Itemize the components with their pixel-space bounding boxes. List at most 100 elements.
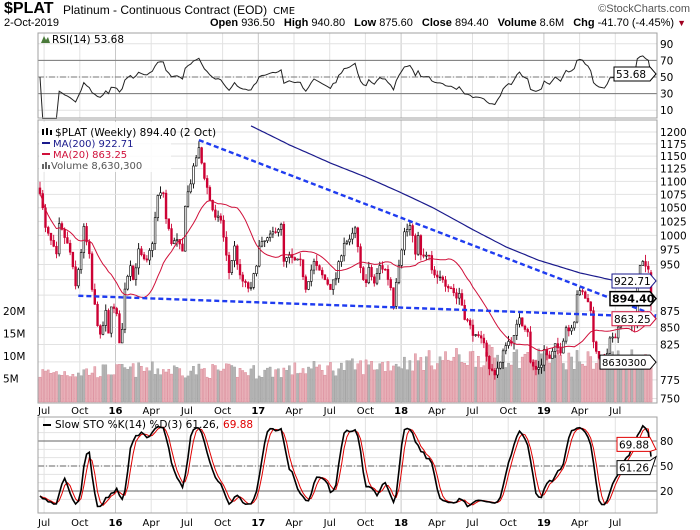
candle-body	[159, 192, 162, 196]
volume-bar	[359, 360, 362, 403]
candle-body	[126, 275, 129, 290]
volume-bar	[367, 364, 371, 403]
candle-body	[392, 287, 395, 307]
volume-bar	[172, 365, 176, 403]
candle-body	[570, 327, 573, 332]
candle-body	[47, 227, 50, 234]
volume-bar	[474, 366, 477, 403]
candle-body	[348, 238, 351, 243]
candle-body	[299, 258, 302, 261]
volume-bar	[392, 365, 395, 403]
candle-body	[216, 215, 220, 218]
candle-body	[227, 254, 231, 273]
volume-bar	[331, 370, 335, 403]
candle-body	[521, 317, 524, 327]
sto-tick-label: 80	[660, 436, 673, 448]
candle-body	[107, 310, 110, 334]
volume-bars-icon	[42, 162, 50, 169]
volume-bar	[353, 369, 357, 403]
volume-bar	[630, 349, 634, 403]
candle-body	[359, 246, 362, 269]
volume-bar	[52, 372, 55, 403]
ma20-line	[39, 193, 652, 352]
candle-body	[282, 223, 286, 262]
volume-bar	[156, 368, 160, 403]
volume-bar	[68, 376, 72, 403]
volume-bar	[455, 348, 458, 403]
candle-body	[362, 267, 365, 280]
price-legend: $PLAT (Weekly) 894.40 (2 Oct) MA(200) 92…	[39, 122, 216, 172]
candle-body	[194, 157, 198, 167]
volume-tag-text: 8630300	[602, 358, 647, 369]
candle-body	[173, 240, 176, 244]
x-tick-label: 18	[394, 518, 408, 529]
volume-bar	[564, 369, 568, 403]
candle-body	[184, 205, 187, 252]
candle-body	[233, 245, 236, 261]
volume-tick-label: 20M	[3, 306, 25, 318]
volume-bar	[482, 365, 486, 403]
candle-body	[134, 267, 138, 280]
volume-bar	[556, 350, 560, 403]
candle-body	[55, 245, 58, 255]
candle-body	[471, 324, 475, 336]
volume-bar	[545, 353, 549, 403]
volume-bar	[490, 347, 494, 403]
volume-bars	[38, 344, 653, 403]
sto-k-line	[39, 424, 652, 508]
candle-body	[447, 286, 450, 289]
volume-bar	[96, 377, 99, 403]
volume-bar	[416, 360, 420, 403]
candle-body	[153, 217, 157, 245]
candle-body	[499, 361, 502, 369]
volume-bar	[364, 359, 368, 403]
volume-bar	[296, 373, 299, 403]
candle-body	[236, 245, 239, 265]
volume-bar	[512, 351, 516, 403]
volume-bar	[400, 368, 403, 403]
candle-body	[77, 269, 80, 287]
high-label: High	[283, 17, 309, 29]
candle-body	[460, 293, 464, 306]
candle-body	[123, 288, 127, 330]
down-triangle-icon: ▼	[677, 18, 686, 28]
candle-body	[99, 325, 102, 335]
rsi-tag-text: 53.68	[616, 69, 646, 81]
candle-body	[49, 232, 53, 241]
volume-bar	[288, 365, 291, 403]
candle-body	[436, 274, 439, 278]
volume-bar	[285, 370, 288, 403]
x-tick-label: Oct	[214, 518, 231, 529]
sto-legend-text: Slow STO %K(14) %D(3) 61.26, 69.88	[55, 419, 253, 431]
candle-body	[466, 319, 469, 321]
candle-body	[310, 269, 313, 282]
volume-bar	[592, 368, 595, 403]
copyright-link[interactable]: ©StockCharts.com	[598, 3, 690, 15]
candle-body	[496, 367, 499, 376]
candle-body	[512, 335, 516, 344]
x-tick-label: Oct	[500, 518, 517, 529]
value-tags: 53.68 922.71 894.40 863.25 8630300 69.88…	[599, 66, 657, 476]
volume-bar	[244, 372, 247, 403]
candle-body	[403, 231, 406, 251]
candle-body	[197, 147, 201, 159]
price-tick-label: 1075	[660, 189, 687, 201]
sto-legend: Slow STO %K(14) %D(3) 61.26, 69.88	[43, 419, 253, 431]
candle-body	[545, 349, 549, 356]
volume-legend: Volume 8,630,300	[51, 161, 142, 172]
candle-body	[479, 335, 483, 339]
candle-body	[219, 215, 223, 221]
volume-bar	[586, 351, 590, 403]
price-tick-label: 1175	[660, 139, 687, 151]
volume-bar	[477, 356, 480, 403]
volume-bar	[246, 375, 250, 403]
volume-bar	[504, 367, 508, 403]
candle-body	[397, 265, 401, 283]
candle-body	[230, 260, 233, 273]
rsi-legend: RSI(14) 53.68	[41, 34, 124, 46]
candle-body	[211, 199, 214, 211]
candle-body	[151, 243, 154, 251]
volume-bar	[466, 364, 469, 403]
volume-bar	[293, 362, 297, 403]
